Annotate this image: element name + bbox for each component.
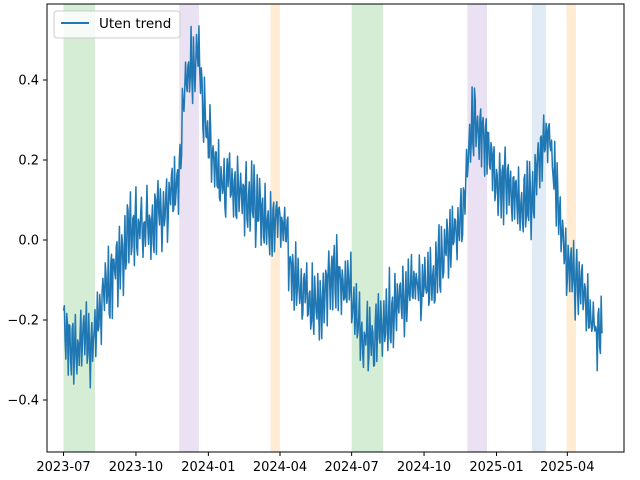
shaded-span-5 xyxy=(467,4,488,452)
x-tick-label: 2023-07 xyxy=(36,460,90,475)
x-tick-label: 2024-07 xyxy=(324,460,378,475)
shaded-spans xyxy=(63,4,576,452)
legend: Uten trend xyxy=(53,10,181,39)
x-tick-label: 2024-01 xyxy=(181,460,235,475)
shaded-span-2 xyxy=(179,4,199,452)
shaded-span-6 xyxy=(531,4,547,452)
y-tick-label: 0.0 xyxy=(18,234,39,249)
series-layer xyxy=(62,25,603,389)
y-tick-label: −0.2 xyxy=(7,314,39,329)
axes-frame xyxy=(46,3,625,453)
shaded-span-7 xyxy=(566,4,576,452)
y-tick-label: 0.4 xyxy=(18,74,39,89)
x-tick-label: 2024-04 xyxy=(253,460,307,475)
x-tick-label: 2025-04 xyxy=(540,460,594,475)
shaded-span-4 xyxy=(351,4,384,452)
legend-box xyxy=(53,10,181,39)
x-tick-label: 2024-10 xyxy=(397,460,451,475)
series-line-1 xyxy=(62,25,603,389)
legend-label: Uten trend xyxy=(99,16,171,32)
y-tick-label: −0.4 xyxy=(7,394,39,409)
y-tick-label: 0.2 xyxy=(18,154,39,169)
x-tick-label: 2023-10 xyxy=(109,460,163,475)
y-axis: −0.4 −0.2 0.0 0.2 0.4 xyxy=(7,74,47,409)
x-axis: 2023-07 2023-10 2024-01 2024-04 2024-07 2024-… xyxy=(36,452,594,475)
x-tick-label: 2025-01 xyxy=(469,460,523,475)
